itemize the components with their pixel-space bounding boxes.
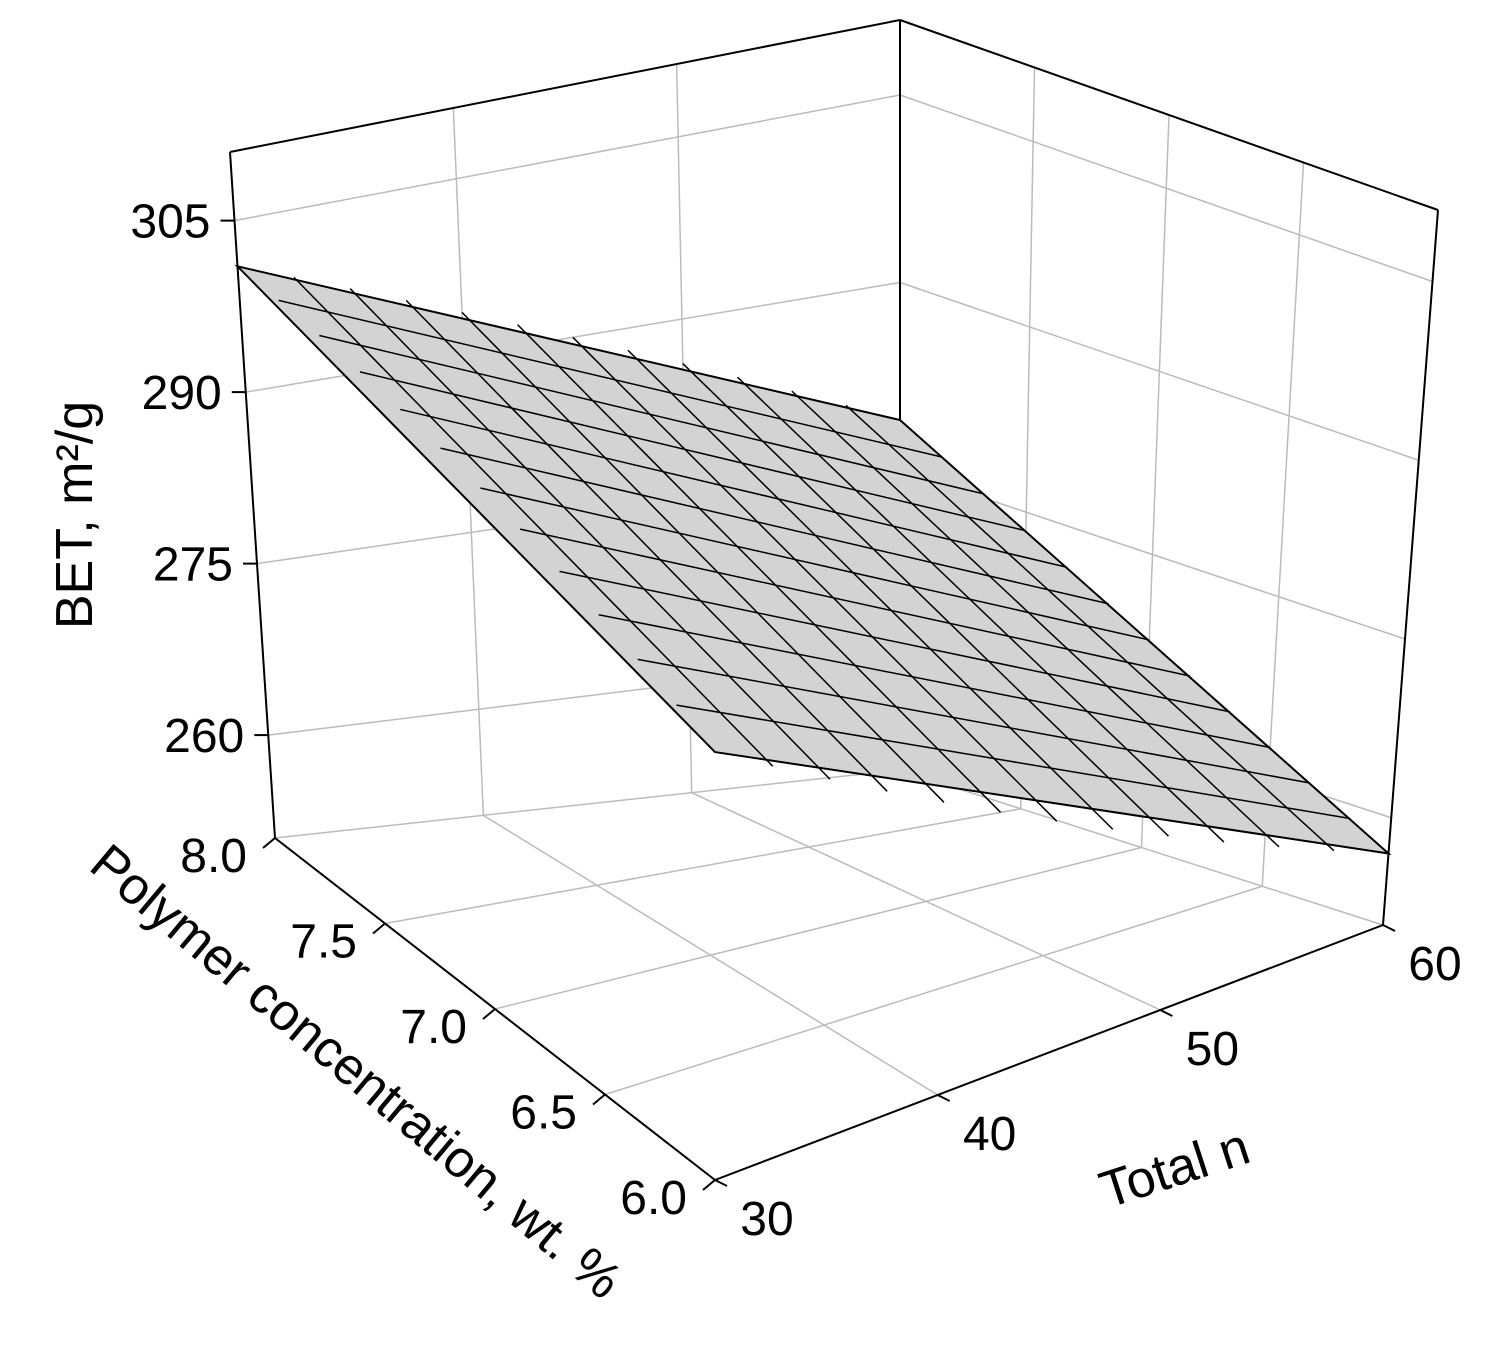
axis-line bbox=[899, 19, 1439, 211]
grid-line bbox=[384, 808, 1021, 925]
y-tick-label: 6.5 bbox=[510, 1087, 577, 1140]
mesh-line bbox=[517, 324, 1002, 813]
tick-mark bbox=[937, 1094, 951, 1102]
grid-line bbox=[234, 94, 901, 222]
z-axis-label: BET, m²/g bbox=[46, 401, 104, 629]
x-tick-label: 30 bbox=[740, 1193, 793, 1246]
mesh-line bbox=[627, 349, 1114, 830]
mesh-line bbox=[405, 299, 888, 792]
mesh-line bbox=[319, 334, 985, 495]
y-tick-label: 8.0 bbox=[180, 830, 247, 883]
x-tick-label: 60 bbox=[1408, 938, 1461, 991]
mesh-line bbox=[572, 336, 1058, 822]
mesh-line bbox=[559, 570, 1231, 713]
mesh-line bbox=[440, 447, 1109, 605]
tick-mark bbox=[702, 1179, 716, 1191]
x-tick-label: 50 bbox=[1186, 1023, 1239, 1076]
mesh-line bbox=[637, 658, 1311, 784]
mesh-line bbox=[461, 311, 945, 803]
axis-line bbox=[229, 19, 901, 153]
grid-line bbox=[604, 885, 1263, 1096]
y-tick-label: 7.0 bbox=[400, 1001, 467, 1054]
mesh-line bbox=[293, 276, 774, 767]
x-tick-label: 40 bbox=[963, 1108, 1016, 1161]
mesh-line bbox=[480, 487, 1150, 641]
z-tick-label: 275 bbox=[153, 539, 233, 592]
mesh-line bbox=[359, 371, 1027, 532]
axis-line bbox=[1382, 209, 1439, 926]
grid-line bbox=[494, 846, 1142, 1010]
y-tick-label: 6.0 bbox=[620, 1172, 687, 1225]
mesh-line bbox=[400, 408, 1068, 569]
grid-line bbox=[274, 769, 901, 839]
tick-mark bbox=[372, 922, 386, 935]
tick-mark bbox=[482, 1008, 496, 1020]
mesh-line bbox=[682, 363, 1170, 837]
y-tick-label: 7.5 bbox=[290, 916, 357, 969]
mesh-line bbox=[349, 288, 831, 780]
z-tick-label: 290 bbox=[142, 367, 222, 420]
tick-mark bbox=[592, 1093, 606, 1106]
surface bbox=[234, 264, 1392, 855]
mesh-line bbox=[845, 404, 1335, 852]
z-tick-label: 260 bbox=[164, 710, 244, 763]
axis-line bbox=[714, 924, 1384, 1181]
tick-mark bbox=[1382, 924, 1396, 932]
tick-mark bbox=[1159, 1009, 1173, 1017]
mesh-line bbox=[278, 299, 943, 458]
mesh-line bbox=[519, 528, 1191, 677]
mesh-line bbox=[598, 614, 1271, 749]
mesh-line bbox=[676, 704, 1350, 820]
tick-mark bbox=[714, 1179, 728, 1187]
tick-mark bbox=[262, 837, 276, 849]
x-axis-label: Total n bbox=[1093, 1118, 1257, 1221]
z-tick-label: 305 bbox=[130, 196, 210, 249]
y-axis-label: Polymer concentration, wt. % bbox=[79, 833, 632, 1310]
